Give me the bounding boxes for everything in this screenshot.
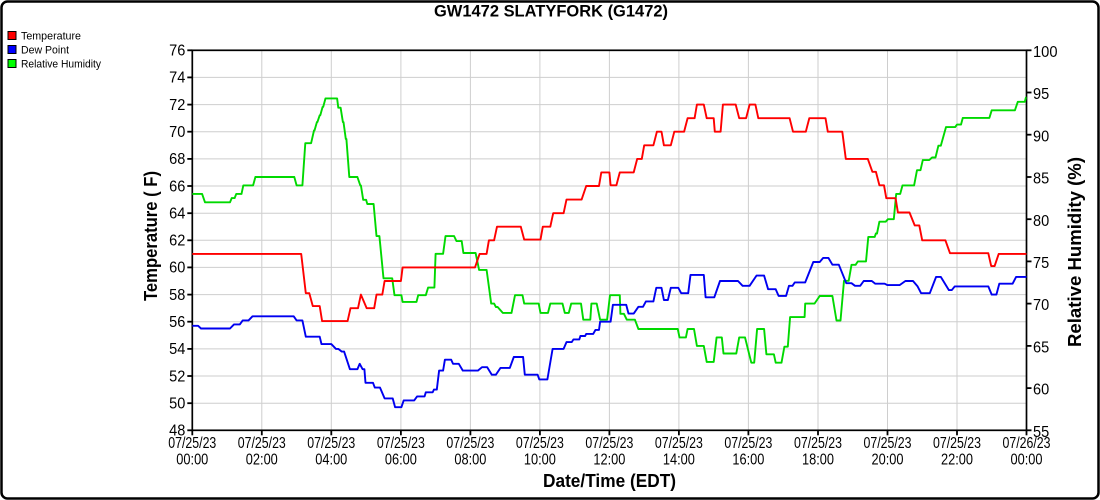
svg-text:07/25/23: 07/25/23 xyxy=(794,435,842,452)
svg-text:Temperature ( F): Temperature ( F) xyxy=(141,171,161,301)
svg-text:74: 74 xyxy=(169,70,186,87)
svg-text:80: 80 xyxy=(1033,213,1050,230)
svg-text:00:00: 00:00 xyxy=(176,452,208,469)
svg-text:66: 66 xyxy=(169,178,185,195)
svg-text:60: 60 xyxy=(1033,382,1050,399)
svg-text:48: 48 xyxy=(169,423,185,440)
svg-text:56: 56 xyxy=(169,314,185,331)
svg-text:76: 76 xyxy=(169,43,185,60)
svg-text:60: 60 xyxy=(169,260,186,277)
svg-text:10:00: 10:00 xyxy=(524,452,556,469)
svg-text:00:00: 00:00 xyxy=(1011,452,1043,469)
svg-text:07/25/23: 07/25/23 xyxy=(724,435,772,452)
svg-text:07/25/23: 07/25/23 xyxy=(655,435,703,452)
svg-text:07/25/23: 07/25/23 xyxy=(168,435,216,452)
svg-text:72: 72 xyxy=(169,97,185,114)
svg-text:85: 85 xyxy=(1033,171,1049,188)
svg-text:06:00: 06:00 xyxy=(385,452,417,469)
svg-text:18:00: 18:00 xyxy=(802,452,834,469)
svg-text:14:00: 14:00 xyxy=(663,452,695,469)
svg-text:02:00: 02:00 xyxy=(246,452,278,469)
svg-text:08:00: 08:00 xyxy=(454,452,486,469)
svg-text:20:00: 20:00 xyxy=(872,452,904,469)
svg-text:65: 65 xyxy=(1033,340,1049,357)
svg-text:04:00: 04:00 xyxy=(315,452,347,469)
svg-text:07/25/23: 07/25/23 xyxy=(238,435,286,452)
svg-text:07/25/23: 07/25/23 xyxy=(585,435,633,452)
svg-text:55: 55 xyxy=(1033,424,1049,441)
svg-text:62: 62 xyxy=(169,233,185,250)
svg-text:07/25/23: 07/25/23 xyxy=(864,435,912,452)
svg-text:Dew Point: Dew Point xyxy=(21,45,69,57)
svg-text:Date/Time (EDT): Date/Time (EDT) xyxy=(543,471,676,491)
svg-text:Temperature: Temperature xyxy=(21,31,81,43)
svg-text:90: 90 xyxy=(1033,128,1050,145)
svg-text:Relative Humidity (%): Relative Humidity (%) xyxy=(1065,157,1085,347)
svg-text:58: 58 xyxy=(169,287,185,304)
svg-text:07/25/23: 07/25/23 xyxy=(307,435,355,452)
svg-text:07/25/23: 07/25/23 xyxy=(516,435,564,452)
svg-text:07/25/23: 07/25/23 xyxy=(446,435,494,452)
svg-text:52: 52 xyxy=(169,368,185,385)
svg-text:68: 68 xyxy=(169,151,185,168)
svg-text:12:00: 12:00 xyxy=(593,452,625,469)
svg-text:64: 64 xyxy=(169,206,186,223)
svg-text:75: 75 xyxy=(1033,255,1049,272)
svg-text:07/25/23: 07/25/23 xyxy=(377,435,425,452)
svg-text:70: 70 xyxy=(169,124,186,141)
svg-text:22:00: 22:00 xyxy=(941,452,973,469)
svg-text:16:00: 16:00 xyxy=(732,452,764,469)
svg-text:07/25/23: 07/25/23 xyxy=(933,435,981,452)
svg-text:95: 95 xyxy=(1033,86,1049,103)
svg-text:100: 100 xyxy=(1033,44,1058,61)
svg-text:07/26/23: 07/26/23 xyxy=(1003,435,1051,452)
svg-text:Relative Humidity: Relative Humidity xyxy=(21,59,101,71)
svg-text:50: 50 xyxy=(169,396,186,413)
svg-text:GW1472 SLATYFORK (G1472): GW1472 SLATYFORK (G1472) xyxy=(434,3,668,21)
svg-text:54: 54 xyxy=(169,341,186,358)
svg-text:70: 70 xyxy=(1033,297,1050,314)
